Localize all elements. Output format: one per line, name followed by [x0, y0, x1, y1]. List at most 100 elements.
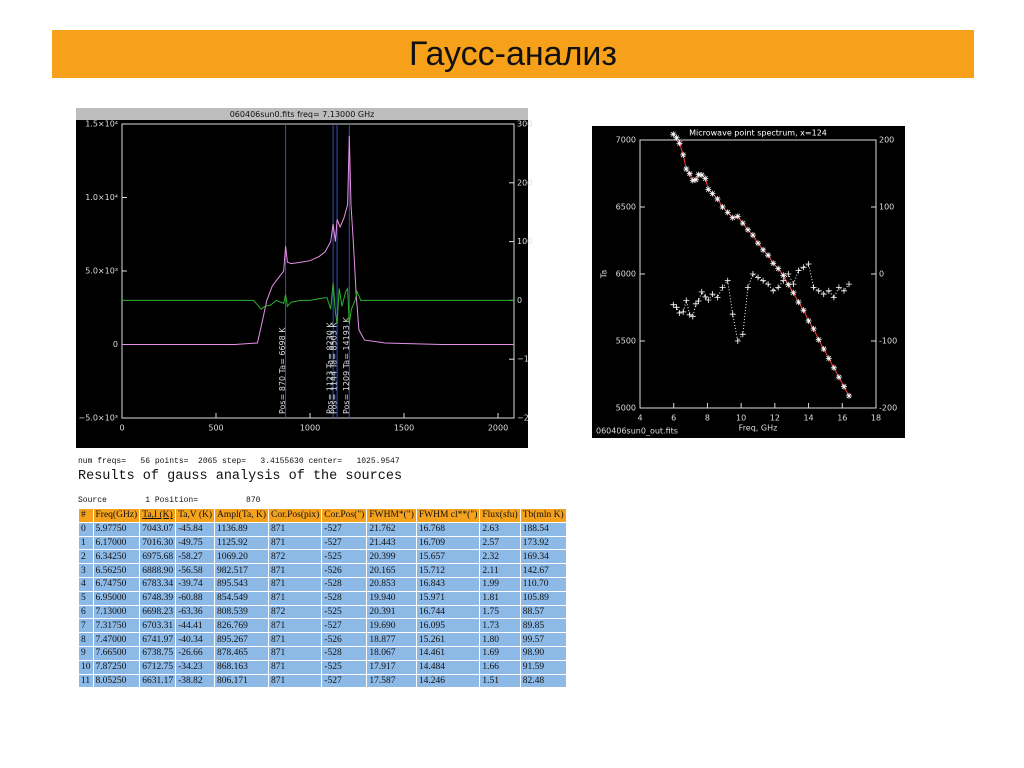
table-cell: -38.82	[176, 674, 215, 688]
table-cell: 7	[79, 619, 93, 633]
table-cell: 1.99	[480, 577, 520, 591]
point-marker	[724, 277, 731, 284]
table-cell: Flux(sfu)	[480, 509, 520, 522]
table-cell: 21.762	[367, 522, 416, 536]
point-marker	[702, 175, 709, 182]
table-cell: 6975.68	[140, 550, 176, 564]
y2-tick-label: -200	[879, 404, 897, 413]
table-cell: 1069.20	[215, 550, 268, 564]
point-marker	[760, 246, 767, 253]
point-marker	[676, 140, 683, 147]
table-cell: 871	[268, 646, 322, 660]
x-tick-label: 10	[736, 414, 746, 423]
point-marker	[698, 288, 705, 295]
table-cell: 895.267	[215, 633, 268, 646]
source-label: Pos= 1144 Ta= 8503 K	[330, 322, 339, 414]
y2-tick-label: 200	[517, 178, 532, 187]
source-label: Pos= 1209 Ta= 14193 K	[342, 317, 351, 414]
point-marker	[734, 338, 741, 344]
table-cell: 872	[268, 550, 322, 564]
point-marker	[702, 293, 709, 300]
table-cell: 20.853	[367, 577, 416, 591]
point-marker	[689, 313, 696, 320]
point-marker	[686, 311, 693, 318]
table-cell: 16.843	[416, 577, 480, 591]
table-cell: 169.34	[520, 550, 566, 564]
y2-tick-label: −1	[517, 355, 529, 364]
table-cell: -525	[322, 605, 367, 619]
table-cell: 2.57	[480, 536, 520, 550]
table-cell: 871	[268, 619, 322, 633]
table-cell: 105.89	[520, 591, 566, 605]
point-marker	[705, 186, 712, 193]
table-cell: 14.484	[416, 660, 480, 674]
table-cell: -527	[322, 536, 367, 550]
table-cell: 142.67	[520, 564, 566, 577]
table-cell: 0	[79, 522, 93, 536]
point-marker	[744, 284, 751, 291]
point-marker	[790, 281, 797, 288]
table-cell: -525	[322, 550, 367, 564]
table-cell: 982.517	[215, 564, 268, 577]
table-cell: -44.41	[176, 619, 215, 633]
table-cell: 8.05250	[93, 674, 140, 688]
point-marker	[795, 267, 802, 274]
point-marker	[800, 264, 807, 271]
x-tick-label: 4	[637, 414, 642, 423]
table-cell: 871	[268, 577, 322, 591]
table-cell: 16.709	[416, 536, 480, 550]
table-cell: 8	[79, 633, 93, 646]
point-marker	[692, 300, 699, 307]
table-cell: 9	[79, 646, 93, 660]
table-cell: 808.539	[215, 605, 268, 619]
chart-background	[76, 108, 528, 448]
point-marker	[820, 291, 827, 298]
table-cell: 1.73	[480, 619, 520, 633]
table-cell: 2.63	[480, 522, 520, 536]
table-cell: 21.443	[367, 536, 416, 550]
table-cell: 7043.07	[140, 522, 176, 536]
table-cell: 6.56250	[93, 564, 140, 577]
table-cell: 91.59	[520, 660, 566, 674]
point-marker	[673, 304, 680, 311]
table-cell: Cor.Pos(pix)	[268, 509, 322, 522]
point-marker	[705, 297, 712, 303]
table-cell: 19.690	[367, 619, 416, 633]
x-tick-label: 1500	[394, 424, 414, 433]
table-cell: 6.34250	[93, 550, 140, 564]
point-marker	[846, 392, 852, 399]
y2-tick-label: 300	[517, 120, 532, 129]
table-cell: 3	[79, 564, 93, 577]
table-cell: 18.067	[367, 646, 416, 660]
x-tick-label: 12	[770, 414, 780, 423]
y-axis-label: Ta	[600, 270, 609, 280]
point-marker	[785, 271, 792, 277]
table-row: 4 6.74750 6783.34 -39.74 895.543 871 -528 20.85…	[79, 577, 566, 591]
table-cell: 188.54	[520, 522, 566, 536]
point-marker	[680, 308, 687, 315]
table-cell: 895.543	[215, 577, 268, 591]
table-cell: 1.80	[480, 633, 520, 646]
y2-tick-label: 100	[517, 237, 532, 246]
table-cell: 871	[268, 674, 322, 688]
table-cell: 7016.30	[140, 536, 176, 550]
title-bar: Гаусс-анализ	[52, 30, 974, 78]
table-row: 6 7.13000 6698.23 -63.36 808.539 872 -525 20.39…	[79, 605, 566, 619]
x-tick-label: 18	[871, 414, 881, 423]
table-cell: 15.657	[416, 550, 480, 564]
point-marker	[815, 336, 822, 343]
slide-title: Гаусс-анализ	[409, 34, 617, 73]
point-marker	[695, 298, 702, 304]
table-cell: 10	[79, 660, 93, 674]
table-cell: -40.34	[176, 633, 215, 646]
point-marker	[673, 134, 680, 141]
point-marker	[770, 287, 777, 294]
table-row: 5 6.95000 6748.39 -60.88 854.549 871 -528 19.94…	[79, 591, 566, 605]
table-cell: 1	[79, 536, 93, 550]
table-row: 10 7.87250 6712.75 -34.23 868.163 871 -525 17.9…	[79, 660, 566, 674]
table-cell: 871	[268, 522, 322, 536]
point-marker	[790, 289, 797, 296]
point-marker	[739, 220, 746, 227]
point-marker	[709, 190, 716, 197]
table-cell: -58.27	[176, 550, 215, 564]
